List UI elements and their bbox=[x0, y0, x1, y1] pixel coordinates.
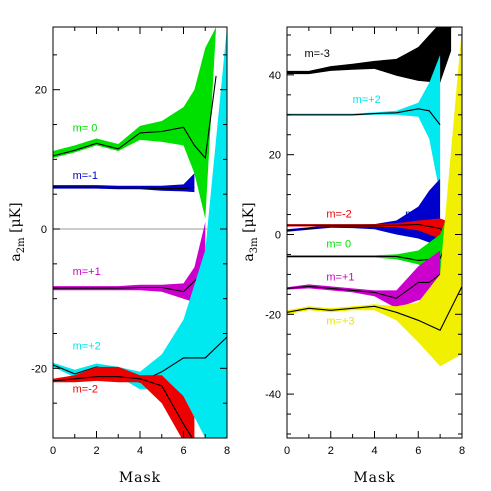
series-label: m=-2 bbox=[326, 208, 351, 220]
series-label: m=-3 bbox=[305, 48, 330, 60]
band-mplus3 bbox=[287, 27, 462, 367]
series-line-4 bbox=[53, 376, 193, 438]
x-axis-label: Mask bbox=[119, 470, 161, 486]
y-tick-label: -20 bbox=[31, 363, 47, 375]
series-line-1 bbox=[287, 108, 441, 126]
series-line-5 bbox=[287, 273, 441, 299]
series-label: m=+2 bbox=[73, 341, 101, 353]
series-label: m=-1 bbox=[405, 208, 430, 220]
series-line-0 bbox=[287, 27, 452, 74]
series-line-6 bbox=[287, 286, 462, 332]
band-mplus1 bbox=[53, 222, 206, 313]
series-label: m=+2 bbox=[353, 94, 381, 106]
x-tick-label: 8 bbox=[224, 445, 230, 457]
x-tick-label: 8 bbox=[459, 445, 465, 457]
series-line-3 bbox=[287, 223, 452, 243]
y-tick-label: 0 bbox=[275, 229, 281, 241]
plot-area bbox=[53, 27, 227, 438]
band-mminus1 bbox=[287, 178, 441, 255]
band-m0 bbox=[53, 27, 217, 219]
series-label: m= 0 bbox=[326, 239, 351, 251]
y-axis-label: a2m [μK] bbox=[8, 202, 27, 261]
y-tick-label: 20 bbox=[35, 85, 47, 97]
x-tick-label: 0 bbox=[284, 445, 290, 457]
series-label: m=+1 bbox=[326, 271, 354, 283]
series-label: m=+1 bbox=[73, 266, 101, 278]
band-mminus2 bbox=[287, 218, 452, 255]
y-tick-label: 40 bbox=[269, 70, 281, 82]
y-axis-label: a3m [μK] bbox=[241, 202, 260, 261]
series-label: m=+3 bbox=[326, 315, 354, 327]
x-tick-label: 2 bbox=[93, 445, 99, 457]
a3m-panel: m=-3 m=+2 m=-1 m=-2 m= 0 m=+1 m=+3 0 2 4 6 8 -40 -20 0… bbox=[241, 26, 465, 486]
series-label: m=-2 bbox=[73, 384, 98, 396]
band-mplus2 bbox=[53, 27, 227, 438]
series-label: m= 0 bbox=[73, 122, 98, 134]
x-tick-label: 4 bbox=[137, 445, 143, 457]
x-tick-label: 4 bbox=[371, 445, 377, 457]
a2m-panel: m= 0 m=-1 m=+1 m=+2 m=-2 0 2 4 6 8 -20 0 20 Mask a2m [… bbox=[8, 26, 230, 486]
series-label: m=-1 bbox=[73, 170, 98, 182]
x-tick-label: 6 bbox=[180, 445, 186, 457]
series-line-0 bbox=[53, 75, 217, 160]
series-line-2 bbox=[53, 270, 206, 293]
y-tick-label: 20 bbox=[269, 150, 281, 162]
x-tick-label: 2 bbox=[328, 445, 334, 457]
plot-area bbox=[287, 27, 462, 367]
series-line-1 bbox=[53, 186, 195, 190]
x-axis-label: Mask bbox=[353, 470, 395, 486]
y-tick-label: -40 bbox=[265, 389, 281, 401]
x-tick-label: 0 bbox=[50, 445, 56, 457]
x-tick-label: 6 bbox=[415, 445, 421, 457]
y-tick-label: -20 bbox=[265, 309, 281, 321]
y-tick-label: 0 bbox=[41, 224, 47, 236]
